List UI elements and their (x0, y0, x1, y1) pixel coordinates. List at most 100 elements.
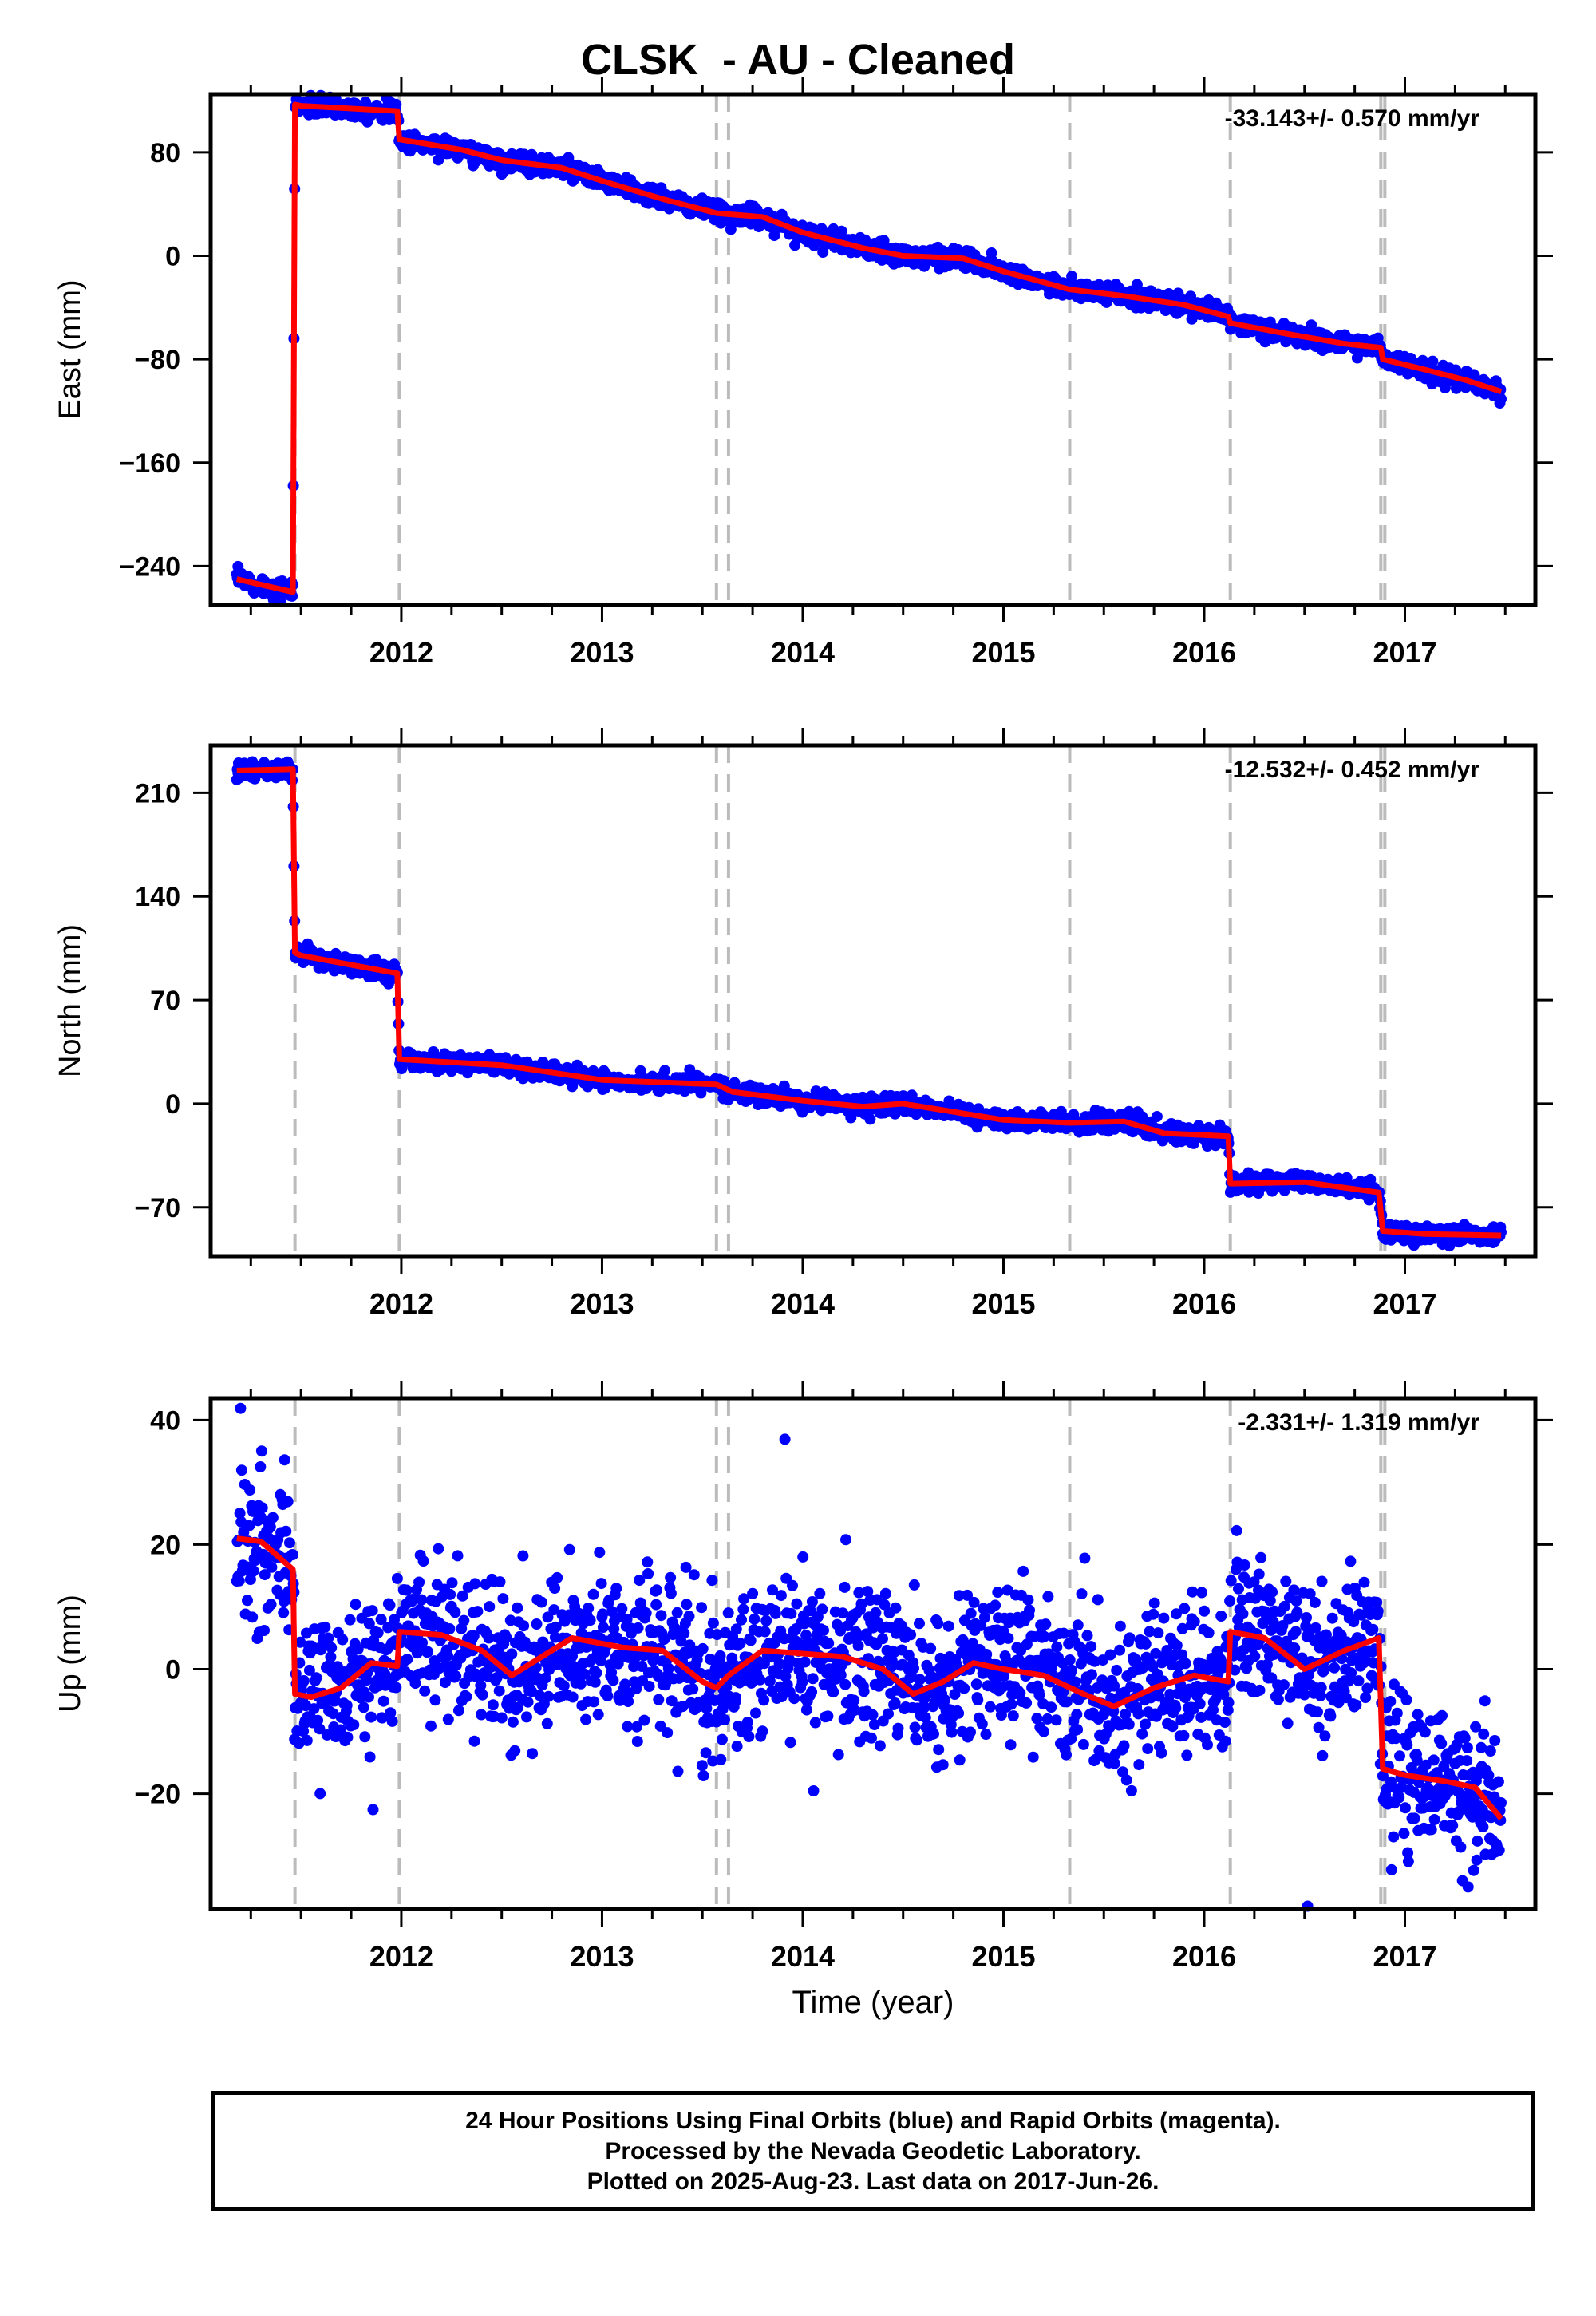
data-point (337, 1634, 349, 1646)
data-point (366, 1605, 378, 1617)
data-point (616, 1603, 628, 1614)
data-point (655, 1610, 667, 1622)
data-point (419, 1685, 431, 1697)
y-tick-label: −160 (119, 449, 180, 479)
data-point (591, 1667, 602, 1679)
data-point (449, 1607, 461, 1618)
data-point (496, 1712, 508, 1724)
x-tick-label: 2016 (1172, 636, 1236, 669)
data-point (672, 1765, 684, 1777)
rate-label: -33.143+/- 0.570 mm/yr (1225, 105, 1480, 132)
x-tick-label: 2012 (369, 1287, 433, 1320)
data-point (359, 1731, 371, 1743)
data-point (1495, 393, 1507, 405)
data-points-up (231, 1402, 1507, 1912)
data-point (310, 1672, 322, 1684)
data-point (247, 1611, 259, 1623)
data-point (610, 1583, 622, 1595)
data-point (452, 1550, 464, 1562)
data-point (446, 1577, 458, 1589)
data-point (401, 1584, 413, 1596)
data-point (367, 1804, 379, 1816)
data-point (487, 1699, 499, 1711)
data-point (450, 1670, 462, 1682)
data-point (640, 1607, 652, 1619)
data-point (484, 1601, 496, 1613)
data-point (413, 1576, 425, 1588)
data-point (642, 1568, 654, 1579)
data-point (301, 1734, 313, 1746)
data-point (244, 1484, 256, 1496)
data-point (235, 1402, 247, 1414)
data-point (326, 1642, 338, 1654)
data-point (348, 1719, 360, 1731)
data-point (531, 1618, 543, 1630)
data-point (1151, 1111, 1163, 1122)
data-point (469, 1578, 481, 1590)
data-point (597, 1622, 609, 1633)
data-point (266, 1561, 278, 1573)
y-axis-label: North (mm) (53, 924, 87, 1077)
data-point (595, 1578, 607, 1590)
data-point (417, 1555, 429, 1567)
x-tick-label: 2015 (971, 1287, 1035, 1320)
data-point (650, 1599, 662, 1611)
x-tick-label: 2017 (1373, 636, 1436, 669)
data-point (282, 1496, 294, 1508)
data-point (233, 1575, 245, 1587)
data-point (506, 1648, 518, 1660)
data-point (642, 1556, 654, 1568)
data-point (391, 1572, 403, 1584)
data-point (267, 1512, 279, 1524)
y-tick-label: 210 (135, 778, 180, 808)
data-point (696, 1602, 708, 1614)
data-point (433, 1543, 444, 1555)
data-point (416, 1594, 428, 1606)
data-point (602, 1690, 614, 1701)
data-point (286, 1549, 298, 1561)
data-point (363, 1691, 374, 1703)
data-point (365, 1711, 377, 1723)
data-point (878, 235, 890, 247)
data-point (476, 1709, 488, 1721)
data-point (255, 1461, 267, 1472)
y-tick-label: 0 (165, 1089, 180, 1120)
data-point (444, 1623, 456, 1634)
data-point (372, 1626, 384, 1638)
data-point (688, 1569, 700, 1581)
data-point (256, 1502, 268, 1514)
data-points-north (231, 756, 1507, 1252)
data-point (509, 1745, 521, 1757)
data-point (594, 1547, 606, 1559)
data-point (541, 1717, 553, 1729)
data-point (377, 1695, 389, 1707)
data-point (1066, 271, 1078, 283)
data-point (527, 1748, 539, 1760)
data-point (364, 1751, 376, 1763)
data-point (350, 1599, 361, 1611)
data-point (651, 1584, 662, 1596)
y-tick-label: 0 (165, 242, 180, 272)
data-point (643, 1681, 655, 1692)
data-point (342, 1731, 354, 1743)
data-point (706, 1575, 718, 1587)
data-point (259, 1625, 270, 1636)
data-point (497, 1593, 509, 1605)
data-point (425, 1720, 437, 1732)
y-tick-label: 70 (150, 986, 180, 1016)
data-point (507, 1716, 519, 1728)
data-point (521, 1711, 532, 1723)
data-point (697, 1642, 709, 1654)
data-point (671, 1607, 683, 1618)
data-point (584, 1614, 596, 1626)
data-point (468, 1735, 480, 1747)
data-point (493, 1685, 505, 1697)
y-tick-label: −70 (134, 1193, 180, 1223)
data-point (422, 1646, 434, 1658)
data-point (279, 1454, 290, 1466)
data-point (551, 1571, 563, 1583)
